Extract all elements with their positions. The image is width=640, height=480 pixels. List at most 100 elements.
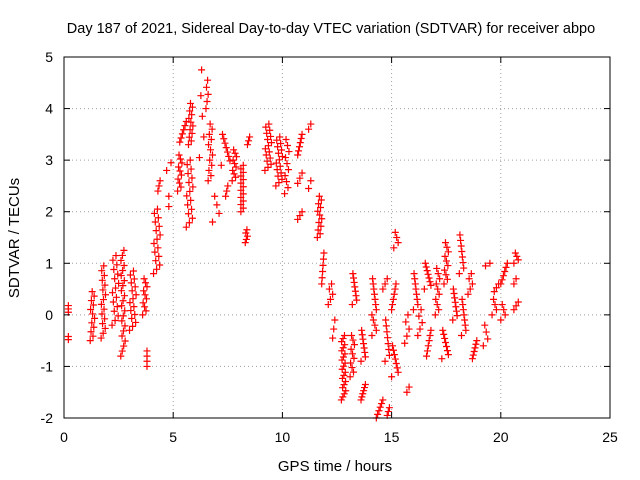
y-tick-label: 1 (45, 255, 53, 271)
data-point (374, 410, 382, 418)
data-point (390, 244, 398, 252)
data-point (413, 290, 421, 298)
data-point (423, 347, 431, 355)
data-point (401, 339, 409, 347)
data-point (383, 328, 391, 336)
data-point (415, 312, 423, 320)
data-point (132, 291, 140, 299)
data-point (458, 253, 466, 261)
data-point (404, 311, 412, 319)
data-point (314, 207, 322, 215)
data-point (298, 169, 306, 177)
data-point (177, 171, 185, 179)
data-point (359, 390, 367, 398)
data-point (273, 166, 281, 174)
data-point (121, 292, 129, 300)
data-point (140, 275, 148, 283)
data-point (128, 314, 136, 322)
data-point (453, 312, 461, 320)
data-point (274, 143, 282, 151)
data-point (389, 342, 397, 350)
data-point (98, 267, 106, 275)
data-point (436, 275, 444, 283)
data-point (245, 137, 253, 145)
data-point (391, 228, 399, 236)
plot-border (63, 56, 611, 419)
data-point (113, 303, 121, 311)
data-point (163, 166, 171, 174)
data-point (226, 157, 234, 165)
data-point (501, 268, 509, 276)
data-point (242, 229, 250, 237)
data-point (239, 161, 247, 169)
data-point (118, 332, 126, 340)
data-point (384, 408, 392, 416)
data-point (376, 403, 384, 411)
x-tick-label: 20 (493, 429, 509, 445)
data-point (403, 388, 411, 396)
data-point (379, 396, 387, 404)
data-point (498, 301, 506, 309)
data-point (314, 226, 322, 234)
data-point (108, 321, 116, 329)
data-point (389, 295, 397, 303)
data-point (265, 120, 273, 128)
data-point (263, 129, 271, 137)
data-point (211, 192, 219, 200)
data-point (275, 179, 283, 187)
data-point (423, 267, 431, 275)
data-point (88, 319, 96, 327)
data-point (409, 306, 417, 314)
data-point (424, 270, 432, 278)
data-point (151, 248, 159, 256)
data-point (140, 287, 148, 295)
data-point (461, 316, 469, 324)
data-point (457, 331, 465, 339)
data-point (98, 276, 106, 284)
data-point (182, 223, 190, 231)
data-point (410, 270, 418, 278)
data-point (284, 184, 292, 192)
data-point (472, 340, 480, 348)
data-point (340, 371, 348, 379)
data-point (388, 301, 396, 309)
data-point (392, 280, 400, 288)
data-point (185, 114, 193, 122)
data-point (443, 275, 451, 283)
data-point (346, 373, 354, 381)
data-points (64, 66, 522, 422)
chart-title: Day 187 of 2021, Sidereal Day-to-day VTE… (67, 21, 595, 37)
data-point (370, 285, 378, 293)
data-point (99, 329, 107, 337)
data-point (510, 306, 518, 314)
data-point (443, 343, 451, 351)
data-point (184, 170, 192, 178)
data-point (441, 266, 449, 274)
data-point (501, 311, 509, 319)
data-point (305, 185, 313, 193)
data-point (402, 318, 410, 326)
data-point (347, 359, 355, 367)
data-point (215, 209, 223, 217)
data-point (115, 279, 123, 287)
data-point (296, 139, 304, 147)
data-point (152, 227, 160, 235)
data-point (187, 165, 195, 173)
x-tick-label: 5 (169, 429, 177, 445)
data-point (100, 262, 108, 270)
data-point (432, 295, 440, 303)
data-point (372, 301, 380, 309)
data-point (118, 317, 126, 325)
data-point (318, 280, 326, 288)
data-point (511, 249, 519, 257)
data-point (207, 136, 215, 144)
data-point (142, 279, 150, 287)
data-point (375, 407, 383, 415)
data-point (418, 319, 426, 327)
data-point (121, 337, 129, 345)
data-point (187, 118, 195, 126)
data-point (156, 261, 164, 269)
data-point (143, 283, 151, 291)
data-point (460, 311, 468, 319)
data-point (444, 248, 452, 256)
